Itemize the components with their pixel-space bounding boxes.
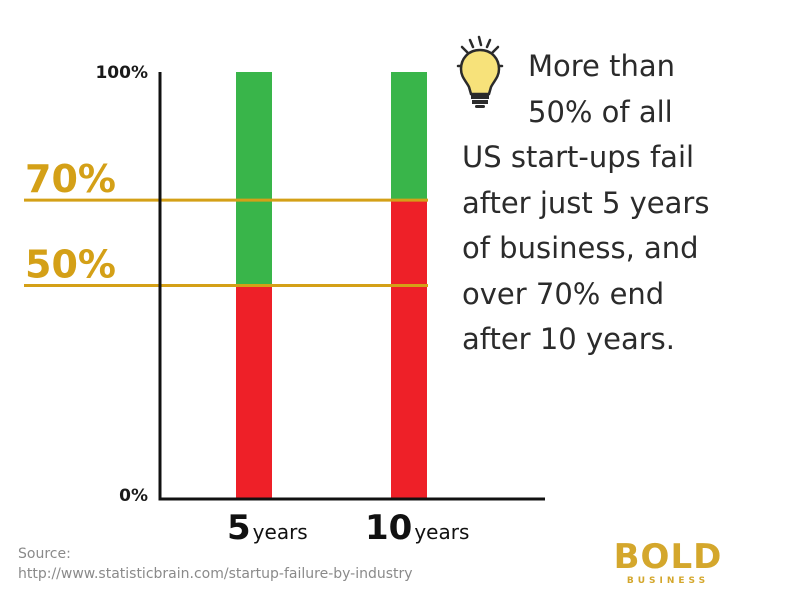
bar-failed-segment bbox=[391, 200, 427, 499]
y-tick-label: 0% bbox=[119, 486, 148, 506]
lightbulb-icon bbox=[456, 35, 504, 108]
reference-label: 70% bbox=[25, 157, 116, 201]
headline-line: after 10 years. bbox=[462, 322, 675, 356]
x-category-label: 10 years bbox=[365, 508, 469, 548]
x-category-label: 5 years bbox=[227, 508, 308, 548]
x-category-unit: years bbox=[253, 520, 308, 544]
headline-line: US start-ups fail bbox=[462, 140, 695, 174]
logo-main-text: BOLD bbox=[613, 537, 723, 577]
logo-sub-text: BUSINESS bbox=[626, 576, 710, 586]
source-url: http://www.statisticbrain.com/startup-fa… bbox=[18, 566, 413, 582]
x-category-unit: years bbox=[414, 520, 469, 544]
headline-line: More than bbox=[528, 49, 676, 83]
headline-text: More than 50% of all US start-ups fail a… bbox=[462, 44, 782, 363]
x-category-number: 10 bbox=[365, 508, 412, 548]
source-label: Source: bbox=[18, 546, 71, 562]
reference-label: 50% bbox=[25, 243, 116, 287]
source-note: Source: http://www.statisticbrain.com/st… bbox=[18, 544, 413, 584]
headline-line: over 70% end bbox=[462, 276, 665, 311]
headline-line: 50% of all bbox=[528, 94, 673, 129]
headline-line: after just 5 years bbox=[462, 185, 710, 220]
y-tick-label: 100% bbox=[95, 63, 148, 83]
headline-line: of business, and bbox=[462, 231, 699, 265]
bar-survived-segment bbox=[236, 72, 272, 286]
bar-survived-segment bbox=[391, 72, 427, 201]
x-category-number: 5 bbox=[227, 508, 251, 548]
bold-business-logo: BOLD BUSINESS bbox=[593, 540, 743, 586]
bar-failed-segment bbox=[236, 285, 272, 499]
